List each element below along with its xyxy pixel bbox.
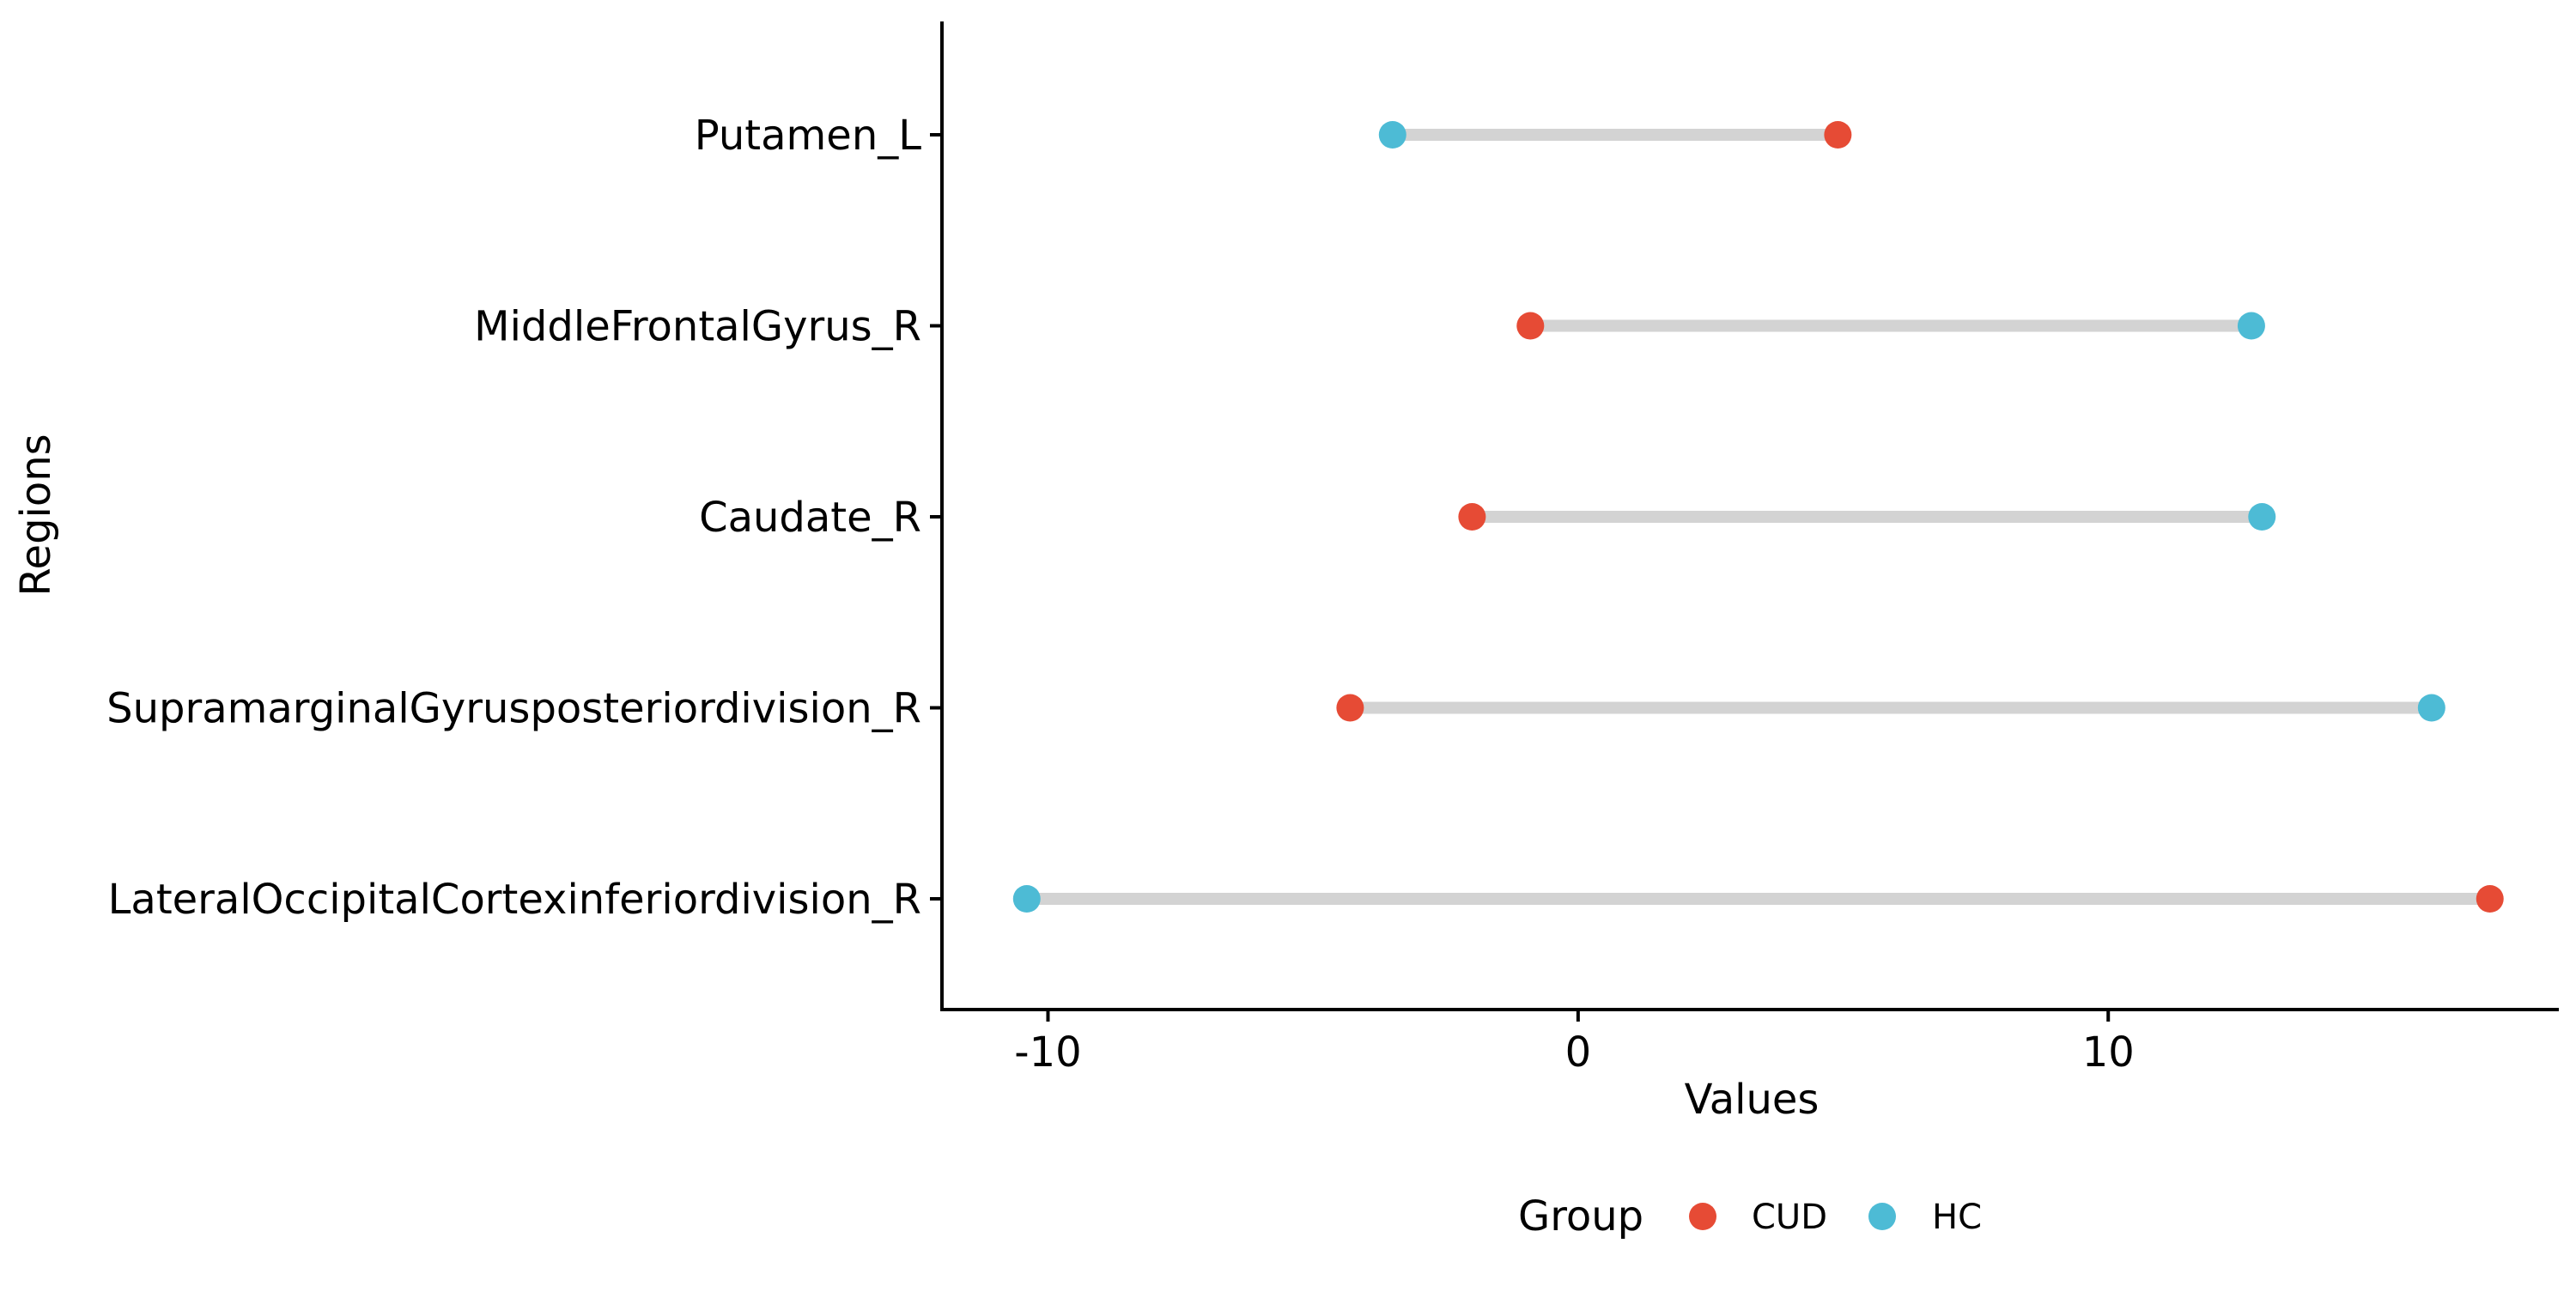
legend-key-hc <box>1868 1203 1896 1230</box>
x-tick-label: 10 <box>2082 1028 2135 1077</box>
legend-label-hc: HC <box>1932 1198 1982 1237</box>
x-axis-title: Values <box>1685 1076 1820 1124</box>
y-tick-label: Putamen_L <box>695 112 921 160</box>
x-tick-label: 0 <box>1565 1028 1592 1077</box>
point-cud <box>1824 121 1852 149</box>
legend: Group CUD HC <box>1518 1192 1982 1240</box>
point-hc <box>2417 694 2445 722</box>
point-cud <box>1458 503 1486 531</box>
point-hc <box>1012 885 1041 913</box>
point-hc <box>2248 503 2276 531</box>
legend-title: Group <box>1518 1192 1643 1240</box>
point-cud <box>1516 312 1545 340</box>
legend-entries: CUD HC <box>1689 1198 1982 1237</box>
x-tick-label: -10 <box>1014 1028 1081 1077</box>
legend-key-cud <box>1689 1203 1716 1230</box>
y-tick-label: Caudate_R <box>699 494 921 542</box>
y-tick-label: LateralOccipitalCortexinferiordivision_R <box>108 876 921 924</box>
x-ticks-layer: -10 0 10 <box>1014 1010 2135 1077</box>
point-hc <box>1378 121 1406 149</box>
y-axis-title: Regions <box>12 434 60 596</box>
point-cud <box>1336 694 1364 722</box>
legend-label-cud: CUD <box>1752 1198 1827 1237</box>
y-tick-label: MiddleFrontalGyrus_R <box>474 303 921 351</box>
point-cud <box>2476 885 2504 913</box>
segments-layer <box>1026 129 2490 905</box>
y-tick-label: SupramarginalGyrusposteriordivision_R <box>106 685 921 733</box>
y-ticks-layer: Putamen_L MiddleFrontalGyrus_R Caudate_R Su… <box>106 112 942 924</box>
point-hc <box>2237 312 2265 340</box>
points-layer <box>1012 121 2504 913</box>
